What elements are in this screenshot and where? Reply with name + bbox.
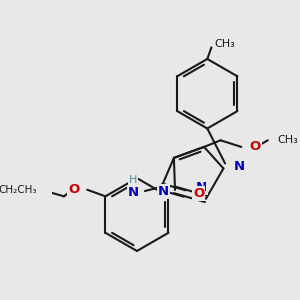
Text: N: N — [158, 185, 169, 198]
Text: N: N — [196, 181, 207, 194]
Text: H: H — [129, 175, 137, 185]
Text: N: N — [128, 186, 139, 199]
Text: CH₃: CH₃ — [278, 135, 298, 145]
Text: O: O — [68, 183, 80, 196]
Text: CH₃: CH₃ — [214, 39, 235, 49]
Text: O: O — [250, 140, 261, 153]
Text: CH₂CH₃: CH₂CH₃ — [0, 185, 37, 195]
Text: N: N — [233, 160, 244, 173]
Text: O: O — [193, 187, 204, 200]
